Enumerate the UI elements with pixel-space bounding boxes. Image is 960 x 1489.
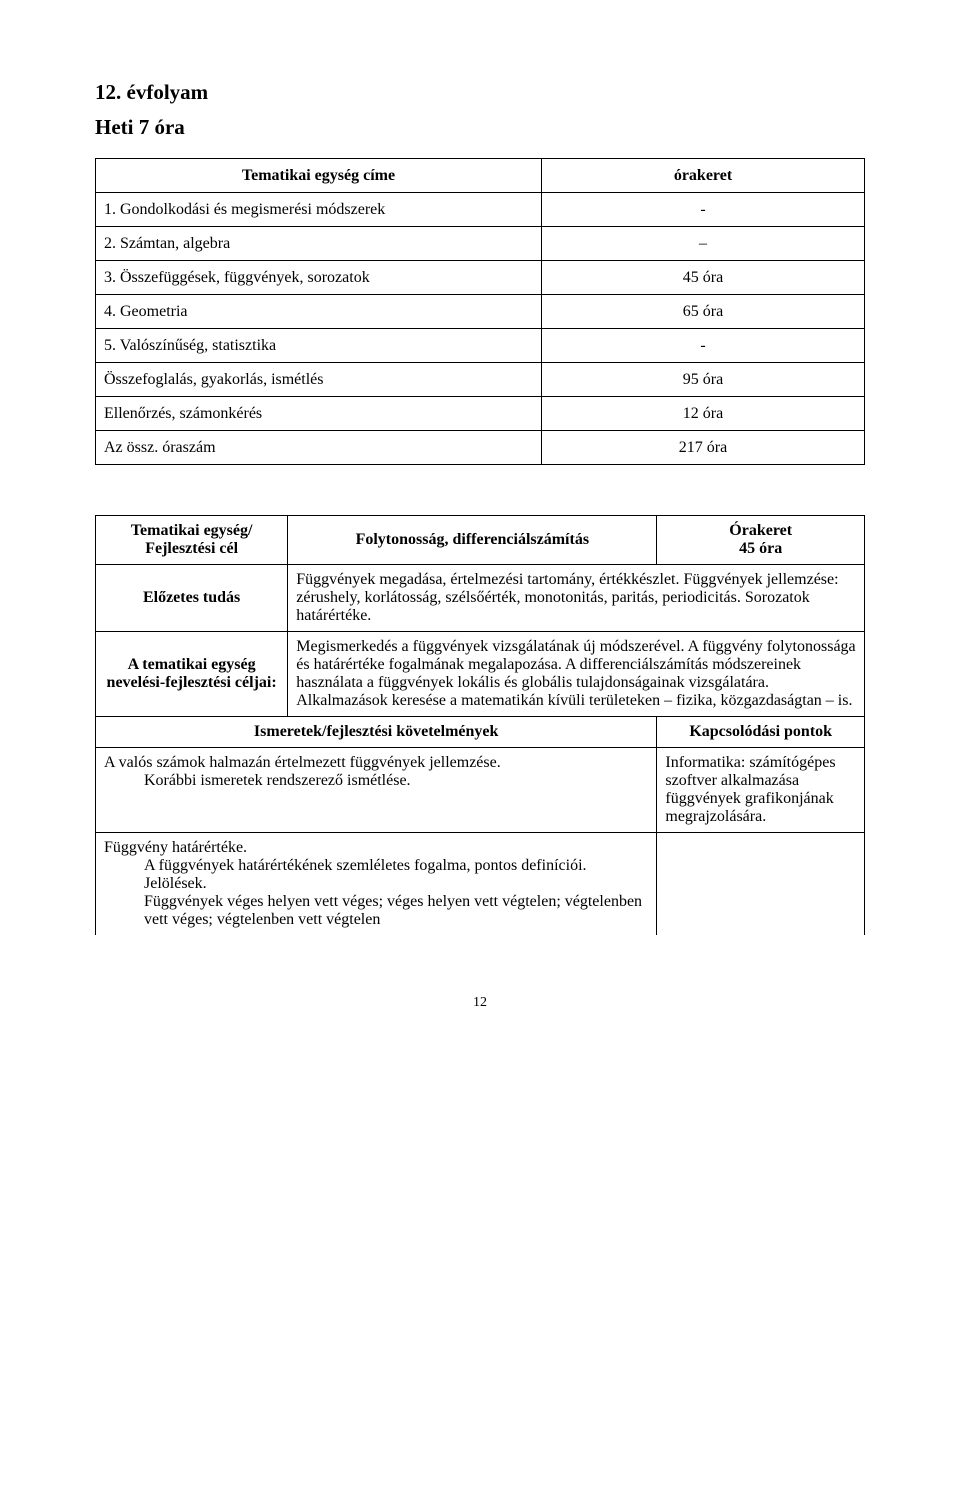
hours-row-label: Ellenőrzés, számonkérés bbox=[96, 397, 542, 431]
unit-title: Folytonosság, differenciálszámítás bbox=[288, 516, 657, 565]
hours-row-value: - bbox=[542, 329, 865, 363]
hours-row-label: 5. Valószínűség, statisztika bbox=[96, 329, 542, 363]
hours-row-value: - bbox=[542, 193, 865, 227]
kapcs-cell bbox=[657, 833, 865, 936]
hours-row-value: 12 óra bbox=[542, 397, 865, 431]
page-number: 12 bbox=[95, 995, 865, 1011]
ism-header: Ismeretek/fejlesztési követelmények bbox=[96, 717, 657, 748]
ism-line-indent: Korábbi ismeretek rendszerező ismétlése. bbox=[104, 772, 648, 790]
weekly-heading: Heti 7 óra bbox=[95, 115, 865, 140]
hours-row-value: 45 óra bbox=[542, 261, 865, 295]
orakeret-label: Órakeret bbox=[729, 522, 792, 539]
orakeret-cell: Órakeret 45 óra bbox=[657, 516, 865, 565]
hours-row-value: 95 óra bbox=[542, 363, 865, 397]
unit-label-cell: Tematikai egység/ Fejlesztési cél bbox=[96, 516, 288, 565]
hours-row-value: 65 óra bbox=[542, 295, 865, 329]
kapcs-header: Kapcsolódási pontok bbox=[657, 717, 865, 748]
hours-row-label: 3. Összefüggések, függvények, sorozatok bbox=[96, 261, 542, 295]
hours-row-label: 1. Gondolkodási és megismerési módszerek bbox=[96, 193, 542, 227]
kapcs-cell: Informatika: számítógépes szoftver alkal… bbox=[657, 748, 865, 833]
ism-row: A valós számok halmazán értelmezett függ… bbox=[96, 748, 657, 833]
hours-row-value: 217 óra bbox=[542, 431, 865, 465]
hours-row-label: 2. Számtan, algebra bbox=[96, 227, 542, 261]
hours-col-hours: órakeret bbox=[542, 159, 865, 193]
hours-row-label: Összefoglalás, gyakorlás, ismétlés bbox=[96, 363, 542, 397]
hours-row-label: 4. Geometria bbox=[96, 295, 542, 329]
prior-label: Előzetes tudás bbox=[96, 565, 288, 632]
ism-line: A valós számok halmazán értelmezett függ… bbox=[104, 754, 501, 771]
hours-row-label: Az össz. óraszám bbox=[96, 431, 542, 465]
ism-row: Függvény határértéke. A függvények határ… bbox=[96, 833, 657, 936]
hours-col-title: Tematikai egység címe bbox=[96, 159, 542, 193]
hours-table: Tematikai egység címe órakeret 1. Gondol… bbox=[95, 158, 865, 465]
ism-line-indent: Függvények véges helyen vett véges; vége… bbox=[104, 893, 648, 929]
orakeret-value: 45 óra bbox=[739, 540, 782, 557]
unit-table: Tematikai egység/ Fejlesztési cél Folyto… bbox=[95, 515, 865, 935]
ism-line-indent: A függvények határértékének szemléletes … bbox=[104, 857, 648, 893]
prior-text: Függvények megadása, értelmezési tartomá… bbox=[288, 565, 865, 632]
goals-text: Megismerkedés a függvények vizsgálatának… bbox=[288, 632, 865, 717]
grade-heading: 12. évfolyam bbox=[95, 80, 865, 105]
ism-line: Függvény határértéke. bbox=[104, 839, 247, 856]
hours-row-value: – bbox=[542, 227, 865, 261]
goals-label: A tematikai egység nevelési-fejlesztési … bbox=[96, 632, 288, 717]
